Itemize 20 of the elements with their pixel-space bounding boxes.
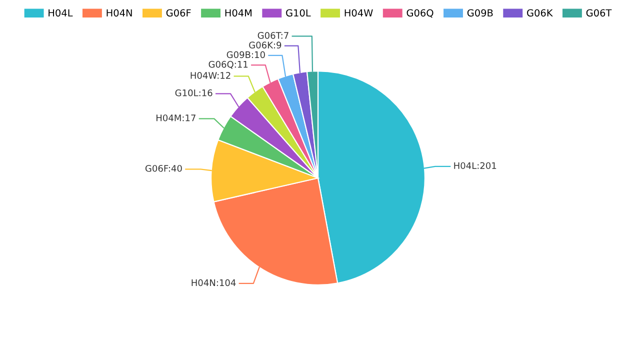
data-label: G06K:9 bbox=[249, 42, 282, 48]
legend-label: H04M bbox=[225, 9, 252, 17]
data-label: G06T:7 bbox=[258, 32, 288, 39]
data-label: G10L:16 bbox=[175, 89, 212, 96]
legend-label: H04W bbox=[344, 9, 373, 17]
data-label: H04N:104 bbox=[192, 279, 236, 286]
legend-label: G06Q bbox=[406, 9, 434, 18]
data-label: H04L:201 bbox=[454, 162, 496, 170]
data-label: G06Q:11 bbox=[208, 60, 248, 69]
data-label: G09B:10 bbox=[226, 51, 265, 58]
data-label: H04M:17 bbox=[156, 114, 196, 122]
legend-label: G06F bbox=[166, 9, 191, 17]
legend-label: G06T bbox=[586, 9, 612, 17]
legend-label: G06K bbox=[527, 9, 553, 17]
legend-label: G10L bbox=[286, 9, 311, 17]
data-label: H04W:12 bbox=[190, 72, 230, 79]
data-label: G06F:40 bbox=[145, 164, 182, 172]
legend-label: H04L bbox=[48, 9, 73, 17]
legend-label: H04N bbox=[106, 9, 132, 17]
legend-label: G09B bbox=[467, 9, 493, 17]
